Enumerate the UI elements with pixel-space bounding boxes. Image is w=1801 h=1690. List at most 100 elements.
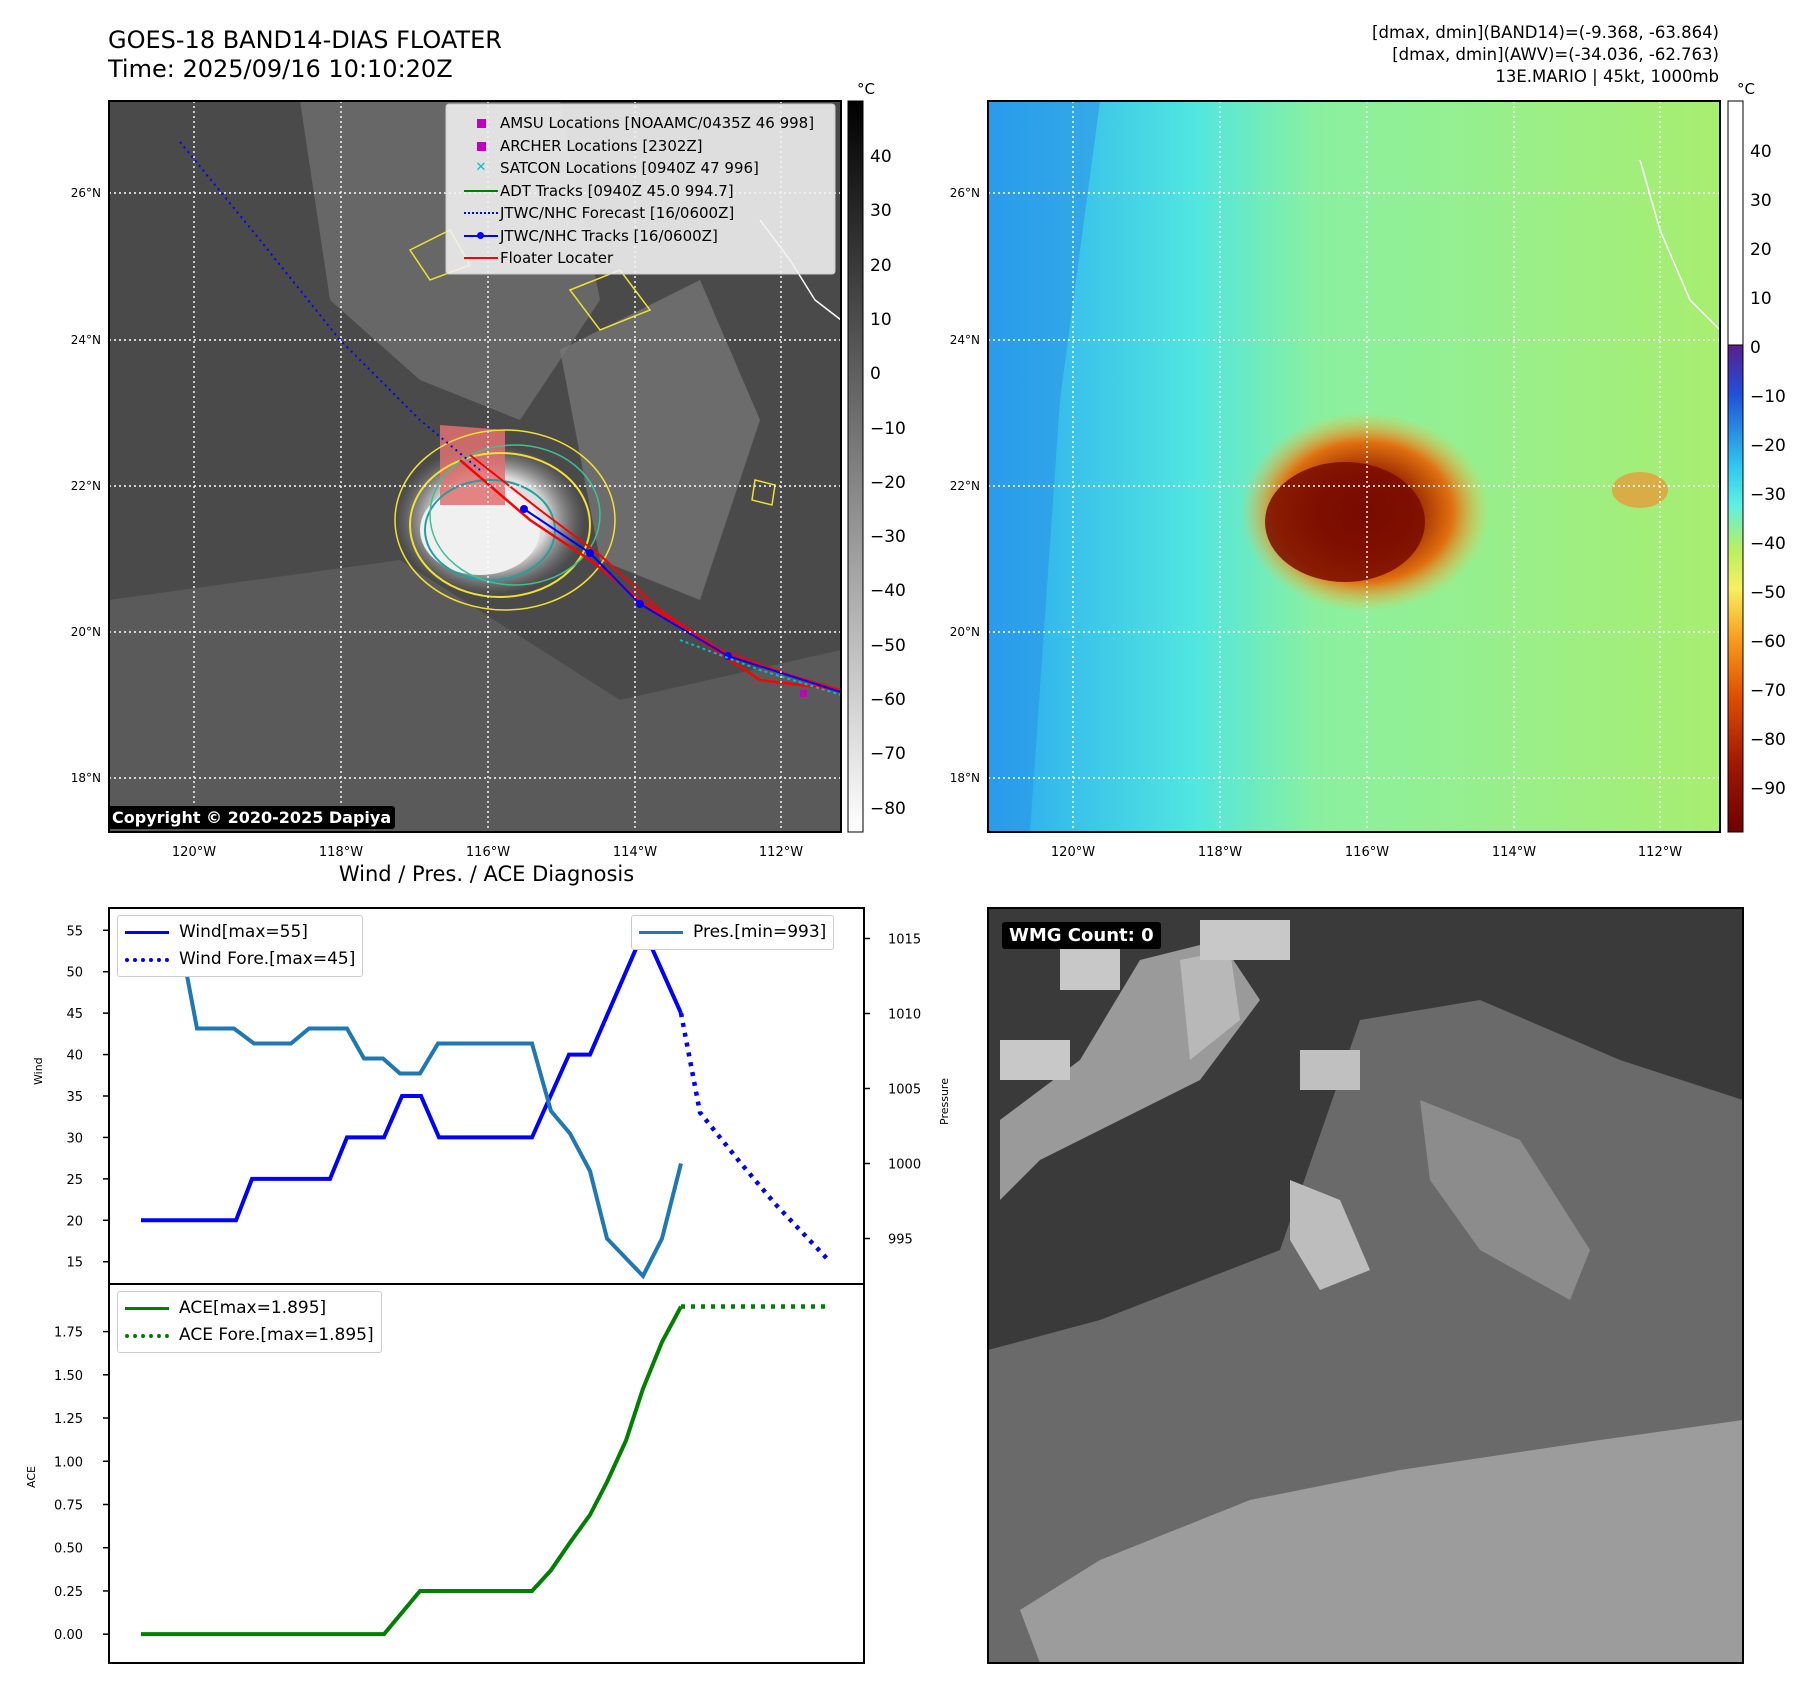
wind-tick-label: 55 (66, 924, 83, 939)
wv-lat-label: 24°N (949, 333, 980, 347)
ir-lat-label: 26°N (70, 186, 101, 200)
ir-colorbar-tick: 30 (870, 201, 892, 222)
ir-lat-label: 24°N (70, 333, 101, 347)
wind-tick-label: 40 (66, 1049, 83, 1064)
legend-forecast: JTWC/NHC Forecast [16/0600Z] (462, 202, 814, 225)
pressure-tick-label: 995 (888, 1233, 913, 1248)
wv-lon-label: 120°W (1050, 845, 1096, 860)
wv-colorbar-tick: 0 (1750, 338, 1761, 358)
wv-colorbar-tick: −70 (1750, 681, 1786, 701)
legend-wind: Wind[max=55] (125, 919, 355, 946)
wv-lat-label: 18°N (949, 771, 980, 785)
ace-line (141, 1305, 683, 1637)
copyright-badge: Copyright © 2020-2025 Dapiya (108, 806, 396, 829)
wind-tick-label: 30 (66, 1131, 83, 1146)
wv-lat-label: 26°N (949, 186, 980, 200)
pressure-line (141, 936, 683, 1280)
wind-legend: Wind[max=55] Wind Fore.[max=45] (117, 915, 364, 977)
wind-tick-label: 15 (66, 1256, 83, 1271)
wv-colorbar-tick: 10 (1750, 289, 1772, 309)
wv-colorbar-tick: −10 (1750, 387, 1786, 407)
ir-colorbar-tick: −10 (870, 418, 906, 439)
legend-amsu: AMSU Locations [NOAAMC/0435Z 46 998] (462, 112, 814, 135)
ir-colorbar-tick: −20 (870, 472, 906, 493)
info-line-3: 13E.MARIO | 45kt, 1000mb (1495, 67, 1719, 86)
ir-lon-label: 120°W (171, 845, 217, 860)
ir-colorbar-tick: −40 (870, 581, 906, 602)
wv-colorbar-tick: −30 (1750, 485, 1786, 505)
ir-colorbar-tick: −70 (870, 744, 906, 765)
wv-colorbar-tick: −50 (1750, 583, 1786, 603)
legend-satcon: ✕ SATCON Locations [0940Z 47 996] (462, 157, 814, 180)
line-marker-icon (125, 931, 169, 934)
ace-axis-label: ACE (25, 1466, 38, 1488)
ace-tick-label: 1.50 (54, 1369, 83, 1384)
legend-floater: Floater Locater (462, 247, 814, 270)
wv-gridlines (988, 101, 1720, 832)
ir-colorbar (847, 100, 864, 833)
wmg-frame (987, 907, 1744, 1664)
x-marker-icon: ✕ (475, 160, 487, 175)
ir-lon-label: 118°W (318, 845, 364, 860)
wind-tick-label: 45 (66, 1007, 83, 1022)
ace-tick-label: 1.75 (54, 1326, 83, 1341)
wv-lon-label: 114°W (1491, 845, 1537, 860)
ir-lat-label: 22°N (70, 479, 101, 493)
ir-colorbar-tick: −30 (870, 527, 906, 548)
ir-legend (445, 103, 836, 275)
ir-frame (108, 100, 842, 833)
wv-colorbar-tick: 30 (1750, 191, 1772, 211)
wv-colorbar-tick: −60 (1750, 632, 1786, 652)
legend-tracks: JTWC/NHC Tracks [16/0600Z] (462, 225, 814, 248)
storm-info: [dmax, dmin](BAND14)=(-9.368, -63.864) [… (1372, 22, 1719, 88)
ir-legend-items: AMSU Locations [NOAAMC/0435Z 46 998] ARC… (462, 112, 814, 270)
ir-lat-label: 20°N (70, 625, 101, 639)
wv-colorbar-tick: 20 (1750, 240, 1772, 260)
ir-lon-label: 112°W (758, 845, 804, 860)
wind-tick-label: 20 (66, 1214, 83, 1229)
wind-tick-label: 35 (66, 1090, 83, 1105)
ace-tick-label: 0.75 (54, 1498, 83, 1513)
legend-archer: ARCHER Locations [2302Z] (462, 135, 814, 158)
line-marker-icon (464, 257, 498, 260)
wv-colorbar-tick: −80 (1750, 730, 1786, 750)
title-line-2: Time: 2025/09/16 10:10:20Z (108, 55, 453, 83)
ir-colorbar-tick: 40 (870, 147, 892, 167)
square-marker-icon (476, 141, 486, 151)
wv-lon-label: 116°W (1344, 845, 1390, 860)
ir-colorbar-tick: −60 (870, 690, 906, 710)
wv-lon-label: 118°W (1197, 845, 1243, 860)
dotted-line-icon (125, 957, 169, 962)
legend-adt: ADT Tracks [0940Z 45.0 994.7] (462, 180, 814, 203)
legend-wind-forecast: Wind Fore.[max=45] (125, 946, 355, 973)
ir-colorbar-tick: 20 (870, 255, 892, 276)
wind-forecast-line (678, 1012, 832, 1264)
ace-legend: ACE[max=1.895] ACE Fore.[max=1.895] (117, 1291, 382, 1353)
wv-colorbar-tick: 40 (1750, 142, 1772, 162)
ace-tick-label: 0.25 (54, 1585, 83, 1600)
dotted-line-icon (464, 212, 498, 215)
ir-lon-label: 114°W (612, 845, 658, 860)
info-line-1: [dmax, dmin](BAND14)=(-9.368, -63.864) (1372, 23, 1719, 42)
wv-colorbar-tick: −90 (1750, 779, 1786, 799)
wind-tick-label: 25 (66, 1173, 83, 1188)
wv-frame (987, 100, 1721, 833)
pressure-tick-label: 1005 (888, 1083, 921, 1098)
line-marker-icon (125, 1307, 169, 1310)
line-marker-icon (639, 931, 683, 934)
legend-ace-forecast: ACE Fore.[max=1.895] (125, 1322, 374, 1349)
ir-lon-label: 116°W (465, 845, 511, 860)
wv-colorbar-tick: −20 (1750, 436, 1786, 456)
legend-ace: ACE[max=1.895] (125, 1295, 374, 1322)
ir-lat-label: 18°N (70, 771, 101, 785)
wind-axis-label: Wind (32, 1057, 45, 1085)
wind-tick-label: 50 (66, 966, 83, 981)
pressure-legend: Pres.[min=993] (631, 915, 835, 950)
ace-tick-label: 0.00 (54, 1628, 83, 1643)
ir-colorbar-tick: −50 (870, 635, 906, 656)
wmg-count-badge: WMG Count: 0 (1002, 922, 1161, 949)
wind-line (141, 925, 683, 1223)
wv-colorbar-unit: °C (1737, 80, 1755, 98)
